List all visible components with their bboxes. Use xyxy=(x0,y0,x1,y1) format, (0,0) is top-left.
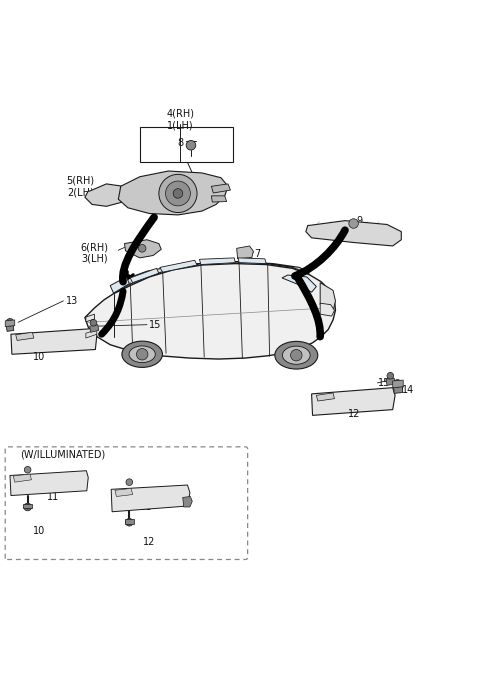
Text: 4(RH)
1(LH): 4(RH) 1(LH) xyxy=(167,108,194,130)
Polygon shape xyxy=(11,329,97,355)
Polygon shape xyxy=(320,303,335,316)
Polygon shape xyxy=(124,240,161,258)
Text: 15: 15 xyxy=(378,378,391,388)
Polygon shape xyxy=(16,332,34,340)
Polygon shape xyxy=(115,488,132,496)
Polygon shape xyxy=(386,378,395,385)
Circle shape xyxy=(138,245,146,252)
Polygon shape xyxy=(394,386,403,393)
Circle shape xyxy=(186,140,196,150)
Text: 14: 14 xyxy=(402,385,415,395)
Text: 12: 12 xyxy=(143,537,156,547)
Ellipse shape xyxy=(129,346,156,363)
Text: (W/ILLUMINATED): (W/ILLUMINATED) xyxy=(21,450,106,460)
Polygon shape xyxy=(85,184,128,206)
Circle shape xyxy=(394,380,401,387)
Polygon shape xyxy=(10,471,88,496)
Polygon shape xyxy=(306,220,401,246)
Text: 15: 15 xyxy=(149,320,162,330)
Circle shape xyxy=(90,319,97,326)
Text: 11: 11 xyxy=(47,492,59,502)
Text: 9: 9 xyxy=(356,216,362,226)
Polygon shape xyxy=(320,283,336,311)
Polygon shape xyxy=(85,264,336,359)
Text: 12: 12 xyxy=(348,410,361,420)
Polygon shape xyxy=(393,380,403,388)
Circle shape xyxy=(387,372,394,379)
Polygon shape xyxy=(114,262,309,294)
Circle shape xyxy=(166,181,191,206)
Circle shape xyxy=(6,319,14,326)
Circle shape xyxy=(173,188,183,198)
Text: 8: 8 xyxy=(177,138,183,148)
Ellipse shape xyxy=(122,341,162,367)
Polygon shape xyxy=(238,258,266,264)
Polygon shape xyxy=(118,171,228,215)
Polygon shape xyxy=(6,325,14,332)
Polygon shape xyxy=(199,258,235,264)
Polygon shape xyxy=(110,277,129,293)
Bar xyxy=(140,127,233,163)
Polygon shape xyxy=(312,388,395,416)
Text: 11: 11 xyxy=(140,502,152,512)
Circle shape xyxy=(125,519,133,526)
Circle shape xyxy=(159,174,197,212)
Text: 13: 13 xyxy=(66,296,78,306)
Polygon shape xyxy=(86,314,95,322)
Polygon shape xyxy=(111,485,190,512)
Polygon shape xyxy=(237,246,253,259)
Polygon shape xyxy=(125,519,133,524)
Polygon shape xyxy=(183,496,192,507)
Polygon shape xyxy=(130,268,159,283)
Circle shape xyxy=(136,348,148,360)
Circle shape xyxy=(24,466,31,473)
Polygon shape xyxy=(24,504,32,508)
Circle shape xyxy=(349,219,359,228)
Text: 7: 7 xyxy=(254,249,261,259)
Polygon shape xyxy=(211,196,227,202)
Polygon shape xyxy=(13,474,32,482)
Text: 5(RH)
2(LH): 5(RH) 2(LH) xyxy=(66,176,94,197)
Text: 6(RH)
3(LH): 6(RH) 3(LH) xyxy=(81,242,108,264)
Polygon shape xyxy=(282,275,316,292)
Ellipse shape xyxy=(275,342,318,369)
Text: 10: 10 xyxy=(34,352,46,361)
Polygon shape xyxy=(211,184,230,193)
Polygon shape xyxy=(5,320,15,327)
Ellipse shape xyxy=(282,346,310,364)
Circle shape xyxy=(290,349,302,361)
Polygon shape xyxy=(90,325,99,332)
Circle shape xyxy=(126,479,132,485)
Polygon shape xyxy=(316,393,335,401)
Text: 10: 10 xyxy=(34,526,46,536)
Polygon shape xyxy=(86,330,97,338)
Polygon shape xyxy=(160,260,197,272)
Circle shape xyxy=(24,503,32,511)
